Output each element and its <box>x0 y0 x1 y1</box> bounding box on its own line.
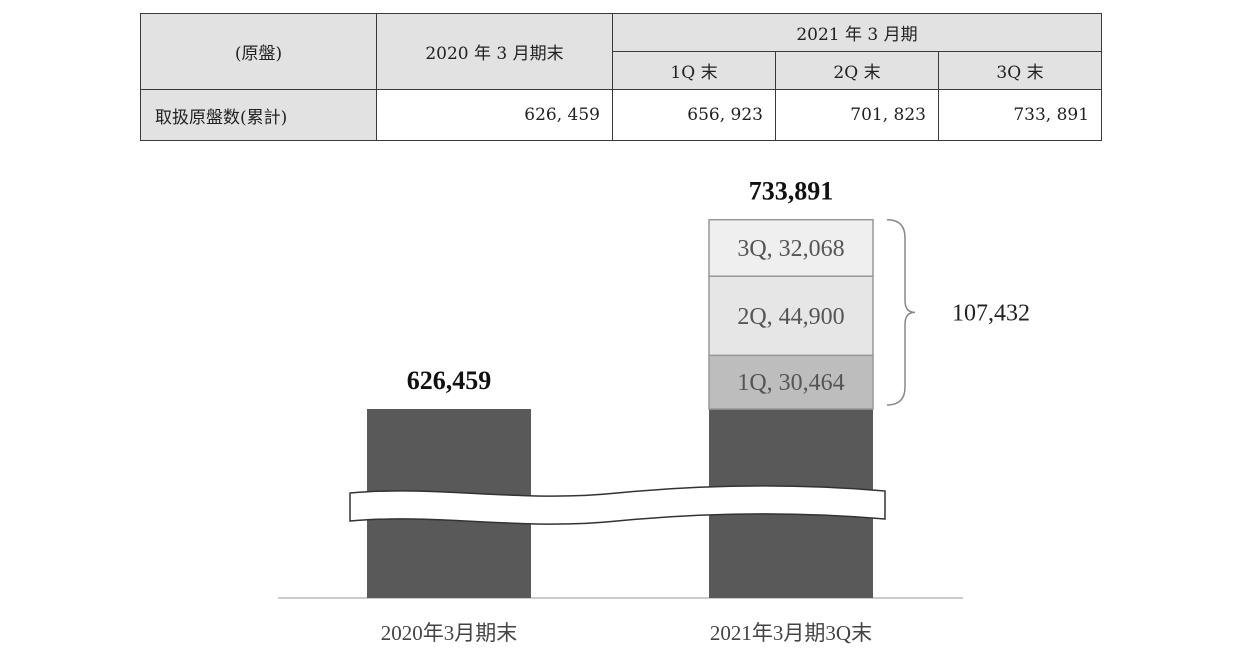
total-label-2020: 626,459 <box>407 366 492 395</box>
table-row: 取扱原盤数(累計) 626, 459 656, 923 701, 823 733… <box>140 89 1103 141</box>
bar-segment-1q <box>708 354 874 410</box>
bar-segment-3q <box>708 218 874 277</box>
header-unit: (原盤) <box>140 13 377 90</box>
cell-q1: 656, 923 <box>612 89 776 141</box>
increment-brace <box>886 218 916 406</box>
bar-segment-2q <box>708 275 874 357</box>
cell-q3: 733, 891 <box>937 89 1103 141</box>
cell-q2: 701, 823 <box>775 89 939 141</box>
header-q3: 3Q 末 <box>937 51 1103 90</box>
segment-label-2q: 2Q, 44,900 <box>737 304 844 330</box>
segment-label-3q: 3Q, 32,068 <box>737 236 844 262</box>
category-label: 2020年3月期末 <box>381 621 518 645</box>
table-subheader-row: 1Q 末 2Q 末 3Q 末 <box>141 51 1103 90</box>
cell-prev: 626, 459 <box>376 89 613 141</box>
category-label: 2021年3月期3Q末 <box>710 621 872 645</box>
axis-break-band <box>349 485 886 525</box>
row-label: 取扱原盤数(累計) <box>140 89 377 141</box>
segment-label-1q: 1Q, 30,464 <box>737 370 844 396</box>
summary-table: (原盤) 2020 年 3 月期末 2021 年 3 月期 1Q 末 2Q 末 … <box>140 13 1103 141</box>
increment-total-label: 107,432 <box>952 300 1030 326</box>
header-q2: 2Q 末 <box>775 51 939 90</box>
total-label-2021q3: 733,891 <box>749 177 834 206</box>
header-q1: 1Q 末 <box>612 51 776 90</box>
